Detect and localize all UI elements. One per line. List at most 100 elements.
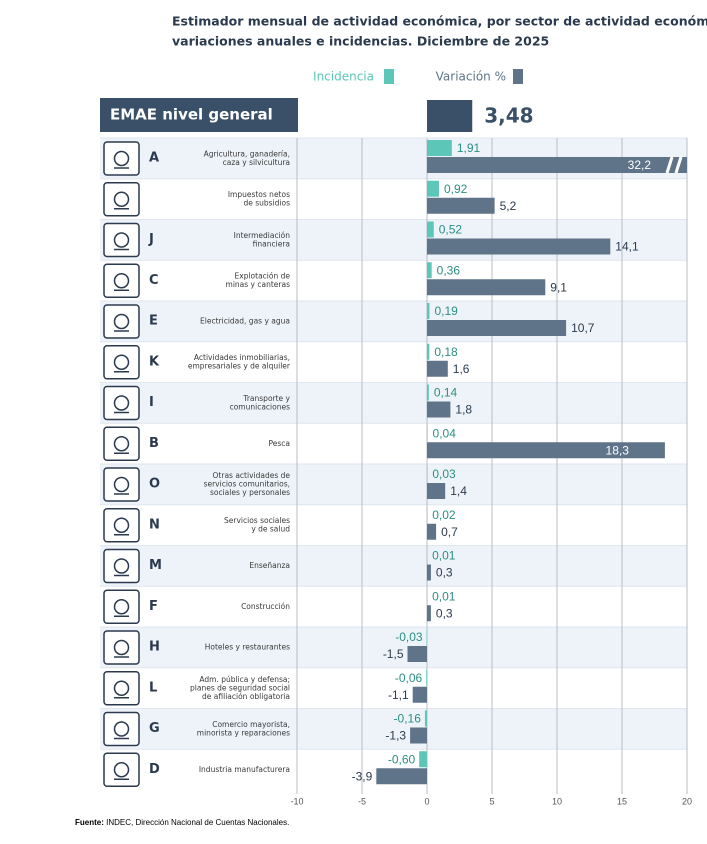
bar — [426, 669, 427, 686]
icon-glyph — [113, 191, 130, 207]
row-band — [100, 178, 687, 220]
icon-frame — [103, 426, 140, 461]
icon-frame — [103, 548, 140, 584]
sector-icon — [103, 711, 140, 747]
sector-icon — [103, 222, 140, 258]
x-tick-label: 10 — [552, 796, 562, 806]
sector-label: Explotación de — [235, 272, 291, 281]
sector-icon — [103, 548, 140, 584]
x-tick-label: 5 — [489, 796, 494, 806]
header-value: 3,48 — [484, 104, 533, 128]
icon-frame — [103, 182, 140, 217]
icon-glyph — [113, 680, 130, 696]
sector-code: A — [149, 151, 159, 166]
header-bar — [427, 100, 473, 132]
bar — [427, 303, 430, 319]
value-label: 14,1 — [615, 240, 639, 254]
sector-code: H — [149, 640, 160, 655]
bar — [427, 140, 452, 156]
legend-label: Variación % — [436, 70, 506, 84]
row-band — [100, 627, 687, 668]
value-label: 0,52 — [439, 223, 463, 237]
sector-label: de subsidios — [243, 199, 290, 208]
value-label: -0,06 — [395, 671, 423, 685]
x-tick-label: 20 — [682, 796, 692, 806]
bar — [427, 605, 431, 622]
axis-break — [674, 156, 683, 174]
sector-label: y de salud — [251, 525, 290, 534]
sector-label: sociales y personales — [210, 488, 290, 497]
row-band — [100, 708, 687, 750]
sector-label: empresariales y de alquiler — [188, 362, 291, 371]
sector-label: Agricultura, ganadería, — [204, 149, 290, 158]
sector-code: B — [149, 436, 159, 451]
value-label: 0,02 — [432, 508, 456, 522]
icon-frame — [103, 630, 140, 665]
row-band — [100, 504, 687, 546]
bar — [427, 221, 434, 238]
header-box — [100, 98, 298, 132]
icon-frame — [103, 304, 140, 339]
row-band — [100, 260, 687, 301]
sector-code: G — [149, 721, 160, 736]
bar — [427, 523, 437, 540]
axis-break — [665, 156, 674, 174]
bar — [427, 197, 495, 214]
sector-label: Comercio mayorista, — [212, 720, 290, 729]
legend-label: Incidencia — [313, 70, 374, 84]
sector-label: Impuestos netos — [228, 190, 290, 199]
icon-glyph — [113, 558, 130, 574]
bar — [427, 442, 665, 459]
sector-icon — [103, 589, 140, 624]
bar — [407, 646, 427, 662]
value-label: 0,03 — [432, 467, 456, 481]
value-label: 0,36 — [437, 263, 461, 277]
value-label: 0,92 — [444, 182, 468, 196]
sector-label: Adm. pública y defensa; — [199, 675, 290, 684]
sector-label: de afiliación obligatoria — [202, 692, 290, 701]
icon-glyph — [113, 273, 130, 289]
value-label: -0,60 — [388, 752, 416, 766]
value-label: 0,14 — [434, 386, 458, 400]
icon-glyph — [113, 721, 130, 737]
sector-label: Intermediación — [234, 231, 291, 240]
sector-icon — [103, 304, 140, 339]
value-label: -0,16 — [394, 712, 422, 726]
sector-label: Servicios sociales — [224, 516, 290, 525]
sector-label: caza y silvicultura — [223, 158, 290, 167]
x-tick-label: -5 — [358, 796, 366, 806]
sector-label: servicios comunitarios, — [204, 480, 290, 489]
bar — [427, 360, 448, 377]
value-label: 5,2 — [500, 199, 517, 213]
value-label: 0,01 — [432, 549, 456, 563]
icon-glyph — [113, 762, 130, 778]
bar — [419, 751, 427, 768]
row-band — [100, 464, 687, 505]
row-band — [100, 382, 687, 424]
sector-code: M — [149, 558, 162, 573]
sector-code: K — [149, 354, 160, 369]
value-label: 0,7 — [441, 525, 458, 539]
value-label: -3,9 — [352, 769, 373, 783]
value-label: 32,2 — [628, 158, 652, 172]
sector-icon — [103, 141, 140, 176]
bar — [427, 279, 546, 296]
header-label: EMAE nivel general — [110, 106, 273, 124]
value-label: -1,5 — [383, 647, 404, 661]
icon-frame — [103, 141, 140, 176]
icon-frame — [103, 589, 140, 624]
bar — [427, 384, 429, 401]
bar — [427, 262, 432, 279]
x-tick-label: 0 — [424, 796, 429, 806]
icon-frame — [103, 467, 140, 502]
value-label: 1,8 — [455, 403, 472, 417]
sector-code: J — [148, 232, 154, 247]
sector-label: minorista y reparaciones — [197, 728, 290, 737]
bar — [427, 564, 431, 581]
chart-title: variaciones anuales e incidencias. Dicie… — [172, 34, 549, 49]
bar — [427, 238, 611, 255]
sector-label: Electricidad, gas y agua — [200, 317, 290, 326]
sector-code: I — [149, 395, 154, 410]
value-label: -1,3 — [385, 729, 406, 743]
